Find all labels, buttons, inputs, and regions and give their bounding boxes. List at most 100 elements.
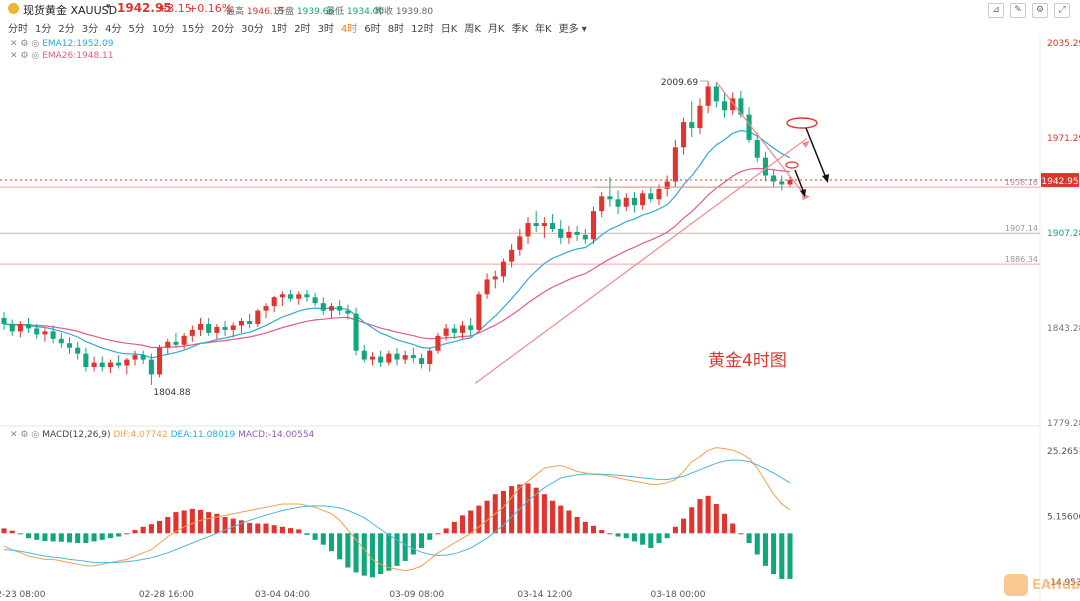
macd-bar-40 xyxy=(328,533,335,552)
macd-bar-70 xyxy=(574,517,580,534)
macd-bar-27 xyxy=(222,517,228,534)
settings-icon[interactable]: ⚙ xyxy=(1032,3,1048,18)
candle-body-96 xyxy=(787,179,793,185)
macd-bar-35 xyxy=(288,528,294,534)
price-change-pct: +0.16% xyxy=(188,2,233,15)
macd-bar-93 xyxy=(762,533,768,566)
timeframe-9[interactable]: 30分 xyxy=(241,24,264,35)
candle-body-2 xyxy=(17,323,23,332)
candle-body-28 xyxy=(230,325,236,330)
timeframe-16[interactable]: 12时 xyxy=(411,24,434,35)
candle-body-59 xyxy=(484,279,490,295)
macd-bar-77 xyxy=(631,533,637,542)
highlight-ellipse-1 xyxy=(786,117,818,129)
timeframe-8[interactable]: 20分 xyxy=(211,24,235,35)
timeframe-11[interactable]: 2时 xyxy=(294,24,311,35)
timeframe-5[interactable]: 5分 xyxy=(128,24,145,35)
candle-body-1 xyxy=(9,323,15,332)
close-icon[interactable]: ✕ ⚙ ◎ xyxy=(10,39,40,49)
candle-body-92 xyxy=(754,139,760,158)
forecast-arrowhead-1 xyxy=(822,174,829,183)
stat-open-label: 开盘 xyxy=(276,7,295,17)
dif-line xyxy=(3,447,791,572)
stat-prev-value: 1939.80 xyxy=(395,7,434,17)
timeframe-10[interactable]: 1时 xyxy=(270,24,288,35)
macd-bar-83 xyxy=(681,518,687,534)
macd-bar-25 xyxy=(206,512,212,534)
macd-bar-30 xyxy=(247,522,253,534)
timeframe-1[interactable]: 1分 xyxy=(35,24,52,35)
macd-bar-29 xyxy=(238,520,244,534)
macd-bar-4 xyxy=(34,533,40,540)
candle-body-79 xyxy=(648,193,654,200)
close-icon[interactable]: ✕ ⚙ ◎ xyxy=(10,51,40,61)
macd-bar-78 xyxy=(640,533,646,545)
timeframe-17[interactable]: 日K xyxy=(440,24,458,35)
timeframe-22[interactable]: 更多 ▾ xyxy=(558,24,587,35)
candle-body-66 xyxy=(541,223,547,227)
logo-text: EAHub xyxy=(1032,578,1080,593)
macd-bar-17 xyxy=(140,526,146,534)
macd-bar-65 xyxy=(533,487,539,534)
macd-bar-16 xyxy=(132,530,138,534)
close-icon[interactable]: ✕ ⚙ ◎ xyxy=(10,430,40,440)
timeframe-14[interactable]: 6时 xyxy=(364,24,381,35)
timeframe-15[interactable]: 8时 xyxy=(387,24,405,35)
timeframe-2[interactable]: 2分 xyxy=(58,24,75,35)
macd-bar-72 xyxy=(590,525,597,534)
draw-tool-icon[interactable]: ✎ xyxy=(1010,3,1026,18)
macd-bar-54 xyxy=(443,528,449,534)
forecast-arrowhead-2 xyxy=(800,189,806,197)
timeframe-3[interactable]: 3分 xyxy=(81,24,99,35)
macd-macd: MACD:-14.00554 xyxy=(238,430,315,440)
symbol-name[interactable]: 现货黄金 XAUUSD xyxy=(23,4,118,17)
macd-bar-75 xyxy=(615,533,621,537)
macd-bar-0 xyxy=(1,528,7,534)
candle-body-37 xyxy=(304,294,310,298)
macd-bar-62 xyxy=(509,486,515,534)
macd-bar-85 xyxy=(697,499,703,534)
macd-bar-46 xyxy=(378,533,384,575)
low-label: 1804.88 xyxy=(153,388,190,398)
macd-bar-19 xyxy=(157,520,163,534)
timeframe-4[interactable]: 4分 xyxy=(105,24,122,35)
timeframe-18[interactable]: 周K xyxy=(464,24,481,35)
candle-body-87 xyxy=(713,86,719,102)
candle-body-22 xyxy=(181,335,187,345)
candle-body-5 xyxy=(42,331,48,335)
level-label-2: 1886.34 xyxy=(1005,255,1038,264)
timeframe-7[interactable]: 15分 xyxy=(181,24,205,35)
timeframe-0[interactable]: 分时 xyxy=(8,24,28,35)
fullscreen-icon[interactable]: ⤢ xyxy=(1054,3,1070,18)
macd-bar-26 xyxy=(214,513,220,534)
macd-bar-61 xyxy=(500,490,506,534)
macd-bar-6 xyxy=(50,533,56,542)
timeframe-21[interactable]: 年K xyxy=(535,24,552,35)
candle-body-40 xyxy=(328,306,335,311)
macd-bar-11 xyxy=(91,533,97,542)
candle-body-80 xyxy=(656,188,662,200)
candle-body-44 xyxy=(361,350,367,360)
timeframe-19[interactable]: 月K xyxy=(487,24,505,35)
timeframe-6[interactable]: 10分 xyxy=(151,24,175,35)
timeframe-12[interactable]: 3时 xyxy=(317,24,334,35)
candle-body-58 xyxy=(476,294,482,330)
level-label-0: 1938.16 xyxy=(1005,178,1038,187)
candle-body-67 xyxy=(550,223,556,229)
forecast-arrow-1 xyxy=(805,127,827,179)
candle-body-30 xyxy=(247,320,253,324)
candle-body-61 xyxy=(500,261,506,277)
macd-bar-13 xyxy=(107,533,113,539)
macd-bar-58 xyxy=(476,505,482,534)
timeframe-20[interactable]: 季K xyxy=(511,24,529,35)
candle-body-45 xyxy=(369,356,375,360)
chart-type-icon[interactable]: ⊿ xyxy=(988,3,1004,18)
timeframe-13[interactable]: 4时 xyxy=(340,24,358,35)
candle-body-95 xyxy=(779,181,785,185)
macd-bar-32 xyxy=(263,523,269,534)
macd-bar-47 xyxy=(386,533,392,571)
candle-body-85 xyxy=(697,105,703,129)
chevron-down-icon[interactable]: ▾ xyxy=(106,2,111,12)
candle-body-47 xyxy=(386,353,392,363)
